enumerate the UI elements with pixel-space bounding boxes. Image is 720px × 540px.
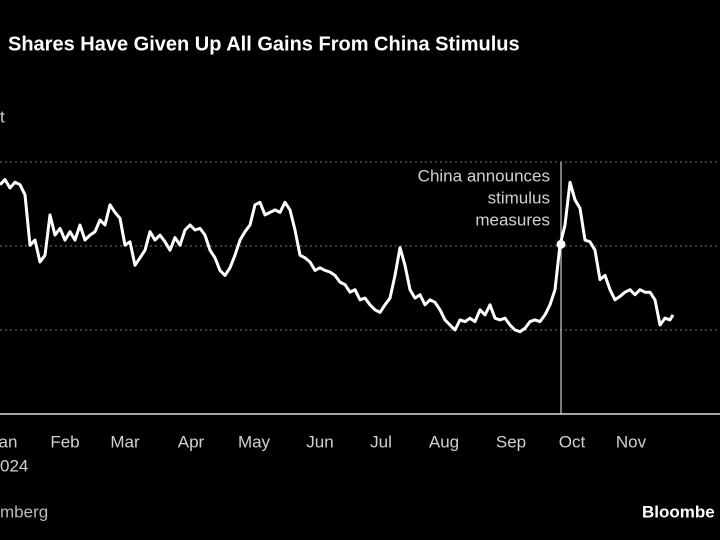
x-tick-label: Feb <box>50 432 79 451</box>
x-tick-label: Mar <box>110 432 140 451</box>
x-tick-label: May <box>238 432 271 451</box>
logo: Bloombe <box>642 502 715 521</box>
x-tick-label: Apr <box>178 432 205 451</box>
y-axis-label: t <box>0 107 5 126</box>
x-tick-label: Oct <box>559 432 586 451</box>
x-tick-label: Sep <box>496 432 526 451</box>
annotation-text: measures <box>475 210 550 229</box>
x-tick-label: an <box>0 432 17 451</box>
annotation-text: China announces <box>418 166 550 185</box>
x-tick-label: Jul <box>370 432 392 451</box>
chart-title: Shares Have Given Up All Gains From Chin… <box>8 33 520 55</box>
annotation-text: stimulus <box>488 188 550 207</box>
x-tick-label: Aug <box>429 432 459 451</box>
year-label: 024 <box>0 456 28 475</box>
x-tick-label: Jun <box>306 432 333 451</box>
annotation-dot <box>556 239 566 249</box>
line <box>0 178 675 334</box>
source: mberg <box>0 502 48 521</box>
x-tick-label: Nov <box>616 432 647 451</box>
